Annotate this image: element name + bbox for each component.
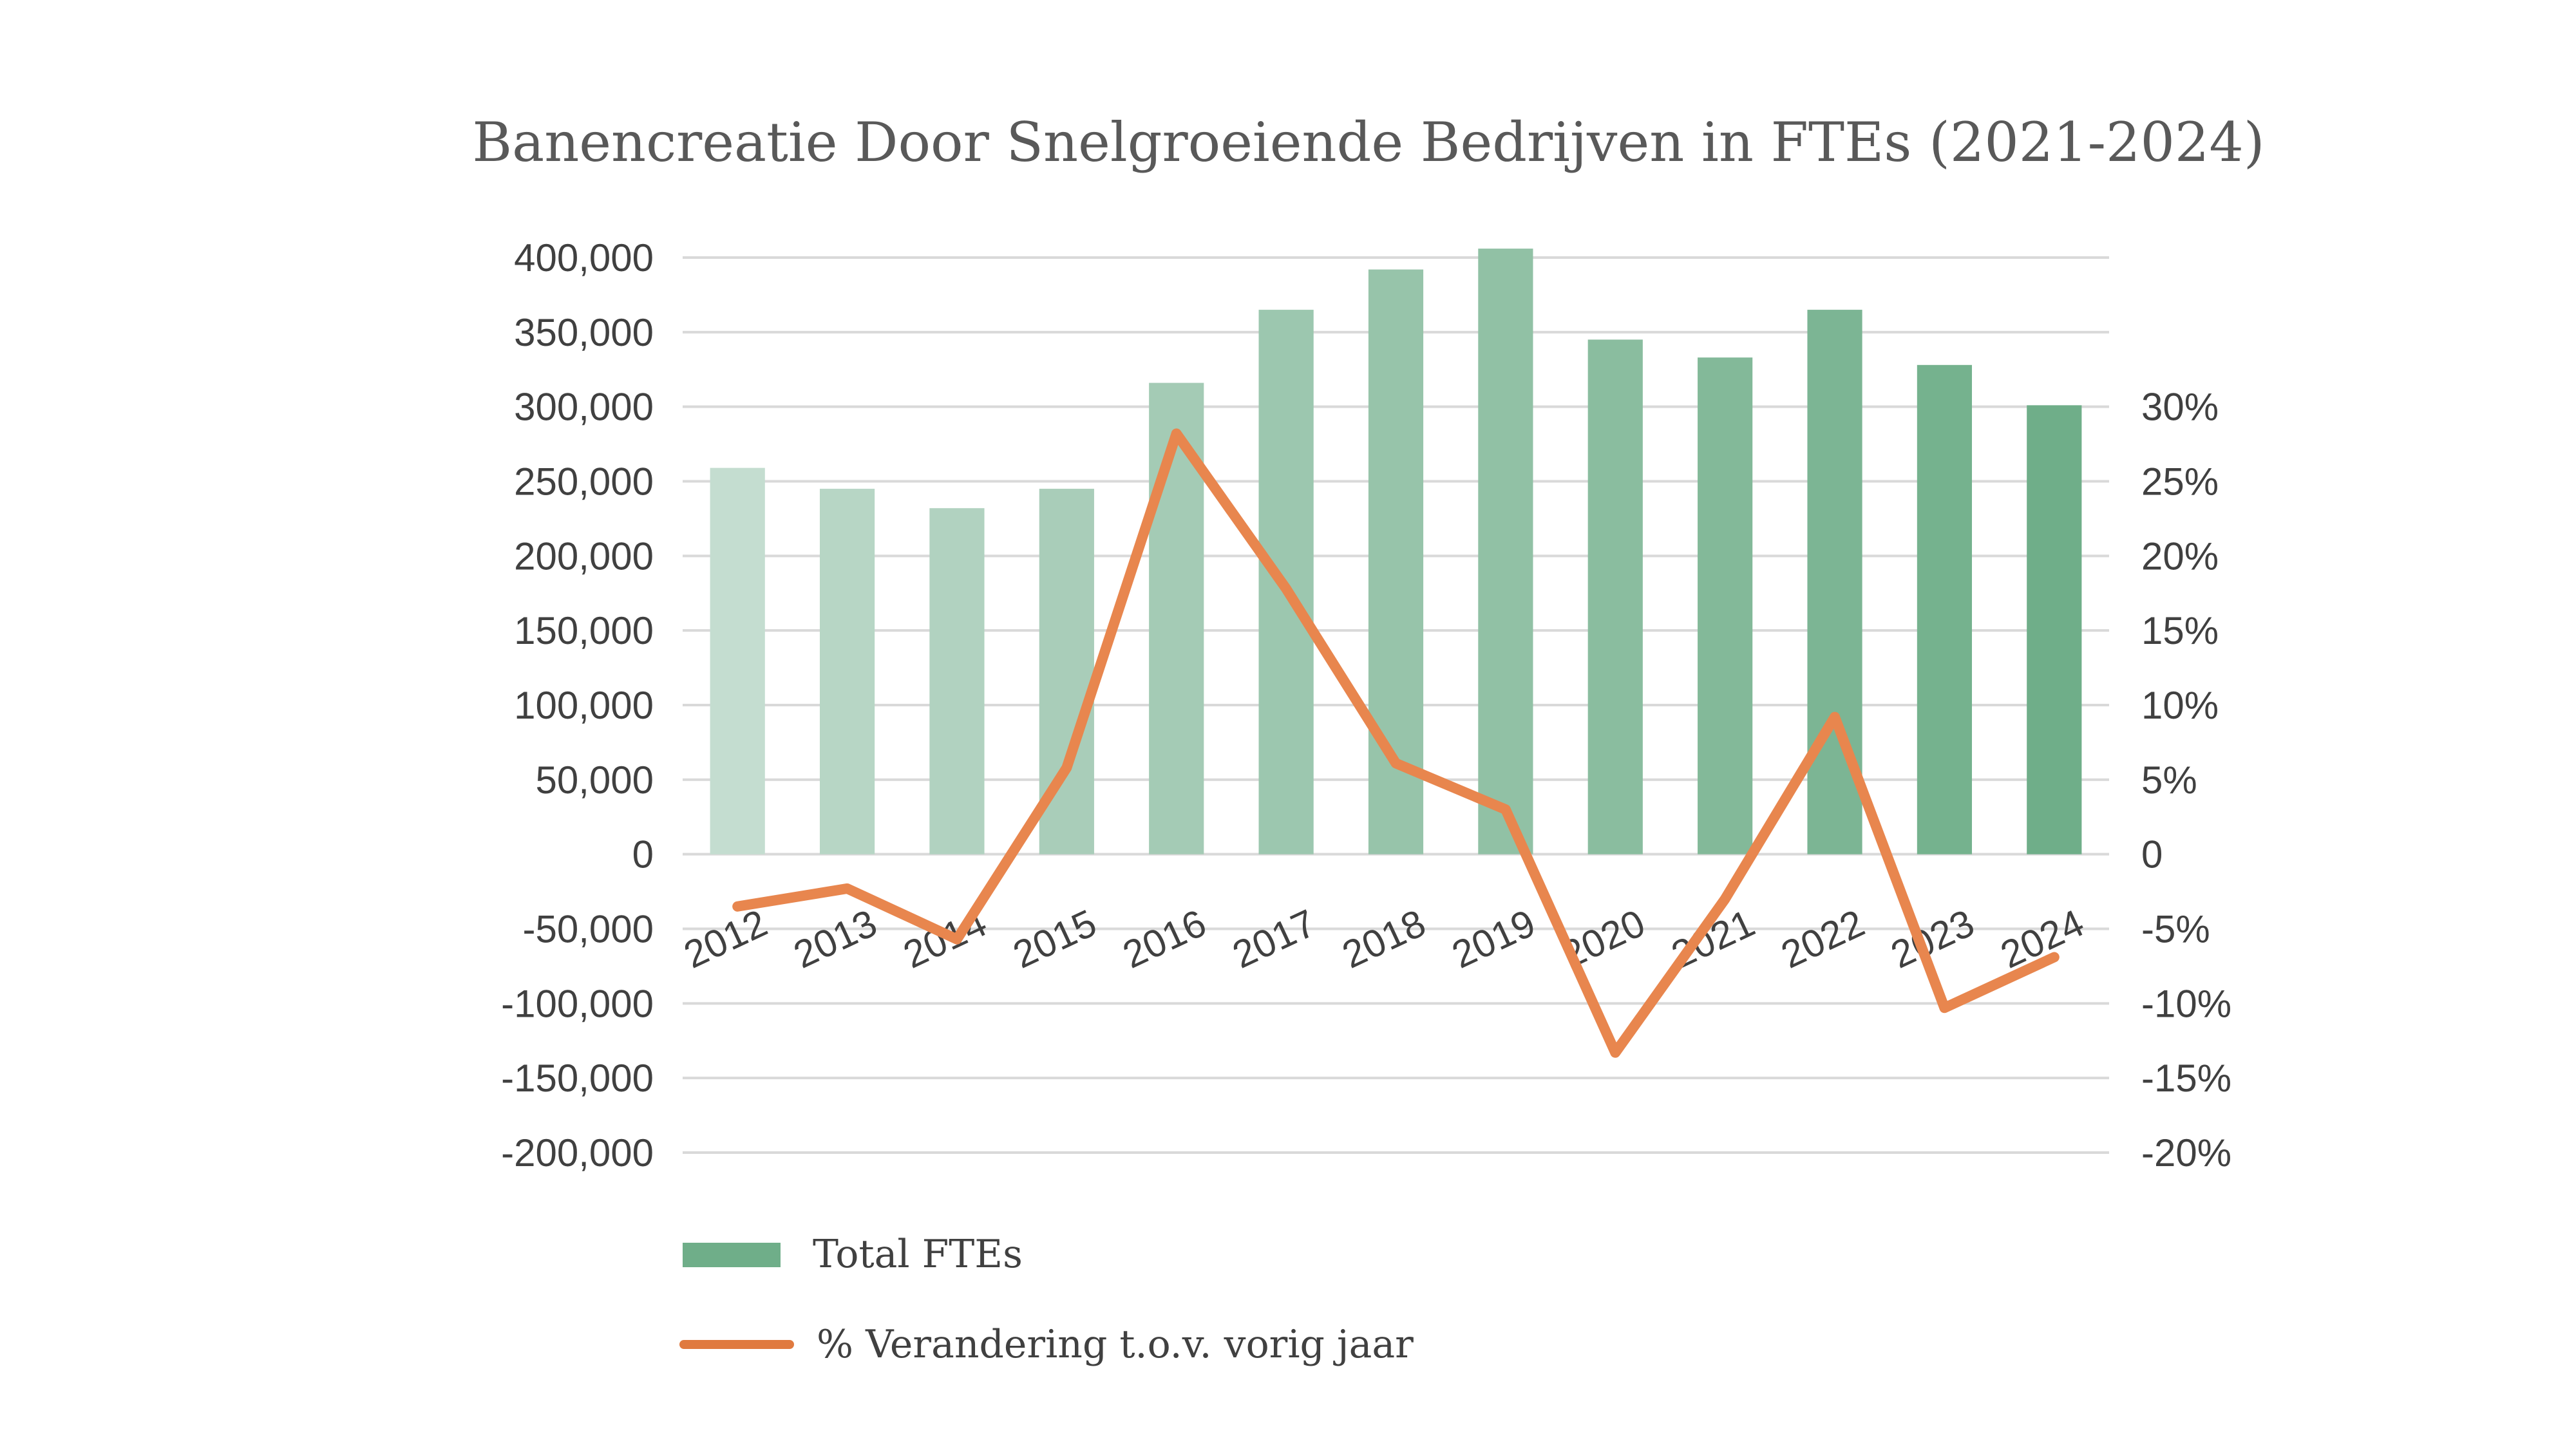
right-axis-tick-label: 25% <box>2141 460 2219 504</box>
change-line <box>732 428 2060 1058</box>
bar-2023 <box>1917 364 1973 854</box>
right-axis-tick-label: -20% <box>2141 1131 2231 1174</box>
change-point-2016 <box>1176 433 1177 434</box>
legend: Total FTEs % Verandering t.o.v. vorig ja… <box>679 1232 1414 1367</box>
left-axis-ticks: 400,000 350,000 300,000 250,000 200,000 150,0… <box>501 236 654 1174</box>
category-label: 2012 <box>677 901 773 977</box>
right-axis-tick-label: -15% <box>2141 1057 2231 1100</box>
right-axis-tick-label: -10% <box>2141 982 2231 1025</box>
right-axis-tick-label: 15% <box>2141 609 2219 652</box>
left-axis-tick-label: -150,000 <box>501 1057 654 1100</box>
left-axis-tick-label: -50,000 <box>523 908 654 951</box>
bar-2019 <box>1478 249 1533 854</box>
chart-title: Banencreatie Door Snelgroeiende Bedrijve… <box>472 111 2264 174</box>
change-point-2017 <box>1285 588 1287 589</box>
legend-label-pct-change: % Verandering t.o.v. vorig jaar <box>817 1322 1414 1367</box>
left-axis-tick-label: -200,000 <box>501 1131 654 1174</box>
left-axis-tick-label: 150,000 <box>514 609 654 652</box>
change-point-2015 <box>1066 767 1067 768</box>
category-label: 2019 <box>1446 901 1542 977</box>
legend-label-total-ftes: Total FTEs <box>813 1232 1023 1277</box>
category-label: 2020 <box>1555 901 1651 977</box>
change-point-2021 <box>1725 898 1726 900</box>
category-label: 2013 <box>787 901 883 977</box>
change-point-2013 <box>847 888 848 889</box>
change-point-2022 <box>1834 717 1835 718</box>
category-label: 2016 <box>1116 901 1212 977</box>
bar-2013 <box>819 489 875 854</box>
left-axis-tick-label: -100,000 <box>501 982 654 1025</box>
change-point-2020 <box>1615 1052 1616 1053</box>
category-label: 2017 <box>1226 901 1322 977</box>
left-axis-tick-label: 200,000 <box>514 534 654 578</box>
bar-2014 <box>929 508 985 854</box>
left-axis-tick-label: 350,000 <box>514 311 654 354</box>
change-point-2019 <box>1505 809 1506 810</box>
right-axis-ticks: 30% 25% 20% 15% 10% 5% 0 -5% -10% -15% -20% <box>2141 386 2231 1174</box>
change-point-2024 <box>2054 957 2055 958</box>
right-axis-tick-label: -5% <box>2141 908 2210 951</box>
bar-2020 <box>1587 339 1643 854</box>
bar-2021 <box>1698 357 1753 854</box>
right-axis-tick-label: 30% <box>2141 386 2219 429</box>
change-line-series <box>732 428 2060 1058</box>
category-label: 2022 <box>1775 901 1871 977</box>
right-axis-tick-label: 0 <box>2141 833 2163 876</box>
category-label: 2018 <box>1336 901 1432 977</box>
change-point-2023 <box>1944 1007 1945 1008</box>
left-axis-tick-label: 0 <box>632 833 654 876</box>
change-point-2018 <box>1396 762 1397 764</box>
change-point-2012 <box>737 906 738 907</box>
legend-bar-swatch <box>683 1243 781 1267</box>
right-axis-tick-label: 20% <box>2141 534 2219 578</box>
left-axis-tick-label: 50,000 <box>535 759 654 802</box>
left-axis-tick-label: 100,000 <box>514 684 654 727</box>
left-axis-tick-label: 400,000 <box>514 236 654 279</box>
right-axis-tick-label: 10% <box>2141 684 2219 727</box>
change-point-2014 <box>956 939 958 940</box>
right-axis-tick-label: 5% <box>2141 759 2197 802</box>
category-label: 2015 <box>1007 901 1103 977</box>
left-axis-tick-label: 300,000 <box>514 386 654 429</box>
left-axis-tick-label: 250,000 <box>514 460 654 504</box>
bar-2024 <box>2027 405 2082 854</box>
bar-2012 <box>710 467 765 854</box>
